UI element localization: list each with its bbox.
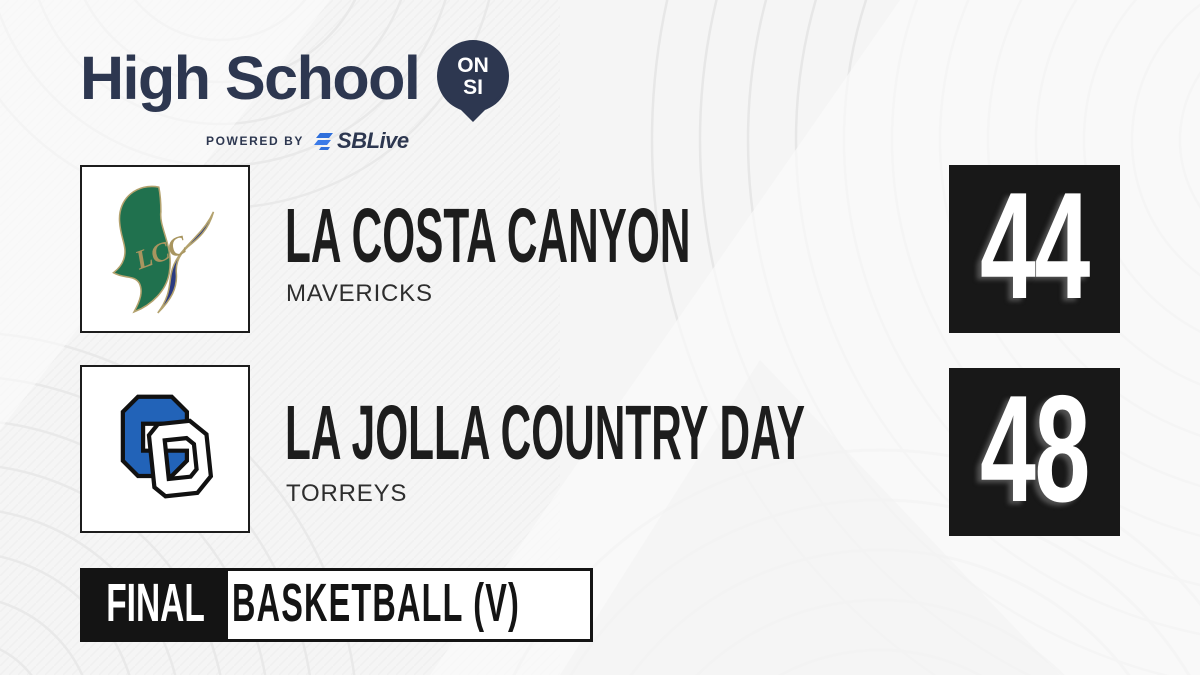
team2-score: 48 <box>980 364 1090 534</box>
team2-mascot: TORREYS <box>286 480 408 507</box>
team1-mascot: MAVERICKS <box>286 280 433 307</box>
sport-box: BASKETBALL (V) <box>228 571 712 639</box>
final-status-label: FINAL <box>106 573 205 633</box>
sblive-bolt-icon <box>314 133 334 150</box>
team1-name: LA COSTA CANYON <box>285 193 691 279</box>
powered-by-label: POWERED BY <box>206 134 305 148</box>
game-status-bar: FINAL BASKETBALL (V) <box>80 568 593 642</box>
team2-name: LA JOLLA COUNTRY DAY <box>285 390 806 476</box>
sblive-logo: SBLive <box>314 128 409 154</box>
brand-header: High School ON SI POWERED BY SBLive <box>80 40 513 154</box>
sport-label: BASKETBALL (V) <box>232 573 520 633</box>
ljcd-cd-logo <box>120 394 214 499</box>
team2-score-box: 48 <box>949 368 1120 536</box>
sblive-wordmark: SBLive <box>337 128 409 153</box>
team1-score: 44 <box>980 161 1090 331</box>
pin-text-si: SI <box>463 76 483 99</box>
highschool-wordmark: High School <box>80 44 421 112</box>
team1-logo-box: LCC <box>80 165 250 333</box>
lcc-bull-logo: LCC <box>112 185 215 314</box>
on-si-pin-icon: ON SI <box>437 40 510 122</box>
pin-text-on: ON <box>458 54 490 77</box>
team2-logo-box <box>80 365 250 533</box>
team1-score-box: 44 <box>949 165 1120 333</box>
final-status-box: FINAL <box>83 571 228 639</box>
